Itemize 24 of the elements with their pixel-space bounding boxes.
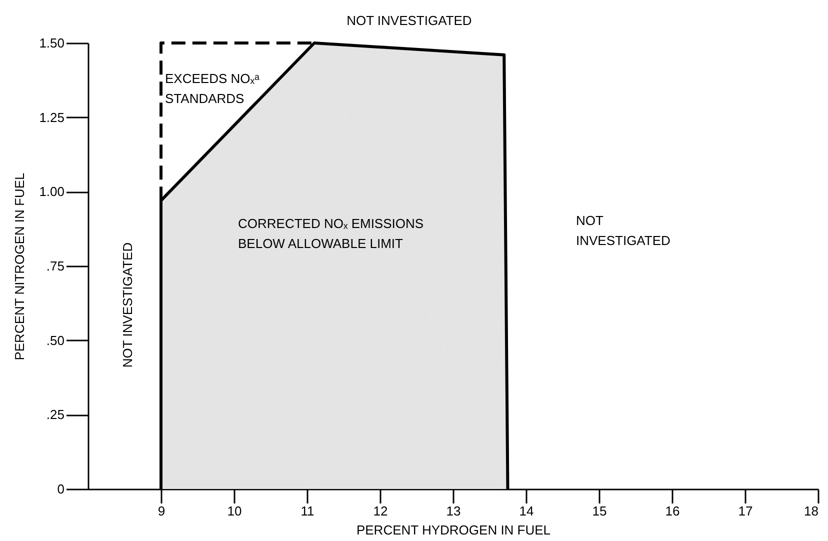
x-tick-label: 11: [300, 504, 314, 518]
x-tick-label: 15: [592, 504, 607, 518]
x-tick-label: 9: [158, 504, 166, 518]
x-tick-label: 13: [446, 504, 461, 518]
y-tick-label: 1.00: [39, 184, 64, 200]
y-tick-label: .25: [46, 407, 64, 422]
x-tick-label: 16: [665, 504, 680, 518]
x-tick-label: 12: [373, 504, 388, 518]
y-tick-label: 1.50: [39, 36, 64, 50]
x-tick-label: 17: [738, 504, 753, 518]
y-axis-title: PERCENT NITROGEN IN FUEL: [12, 172, 28, 360]
y-tick-label: 1.25: [39, 110, 64, 125]
y-tick-label: .50: [46, 332, 64, 348]
annotation: NOT INVESTIGATED: [576, 213, 670, 248]
y-tick-label: 0: [57, 482, 64, 496]
text: NOT INVESTIGATED: [346, 13, 472, 28]
annotation: CORRECTED NOₓ EMISSIONS BELOW ALLOWABLE LIMIT: [238, 216, 424, 251]
y-tick-label: .75: [46, 258, 64, 274]
x-axis-title: PERCENT HYDROGEN IN FUEL: [356, 522, 551, 538]
x-tick-label: 10: [227, 504, 242, 518]
x-tick-label: 14: [519, 504, 534, 518]
x-tick-label: 18: [804, 504, 818, 518]
annotation: NOT INVESTIGATED: [120, 242, 135, 368]
annotation: EXCEEDS NOₓᵃ STANDARDS: [165, 71, 260, 106]
